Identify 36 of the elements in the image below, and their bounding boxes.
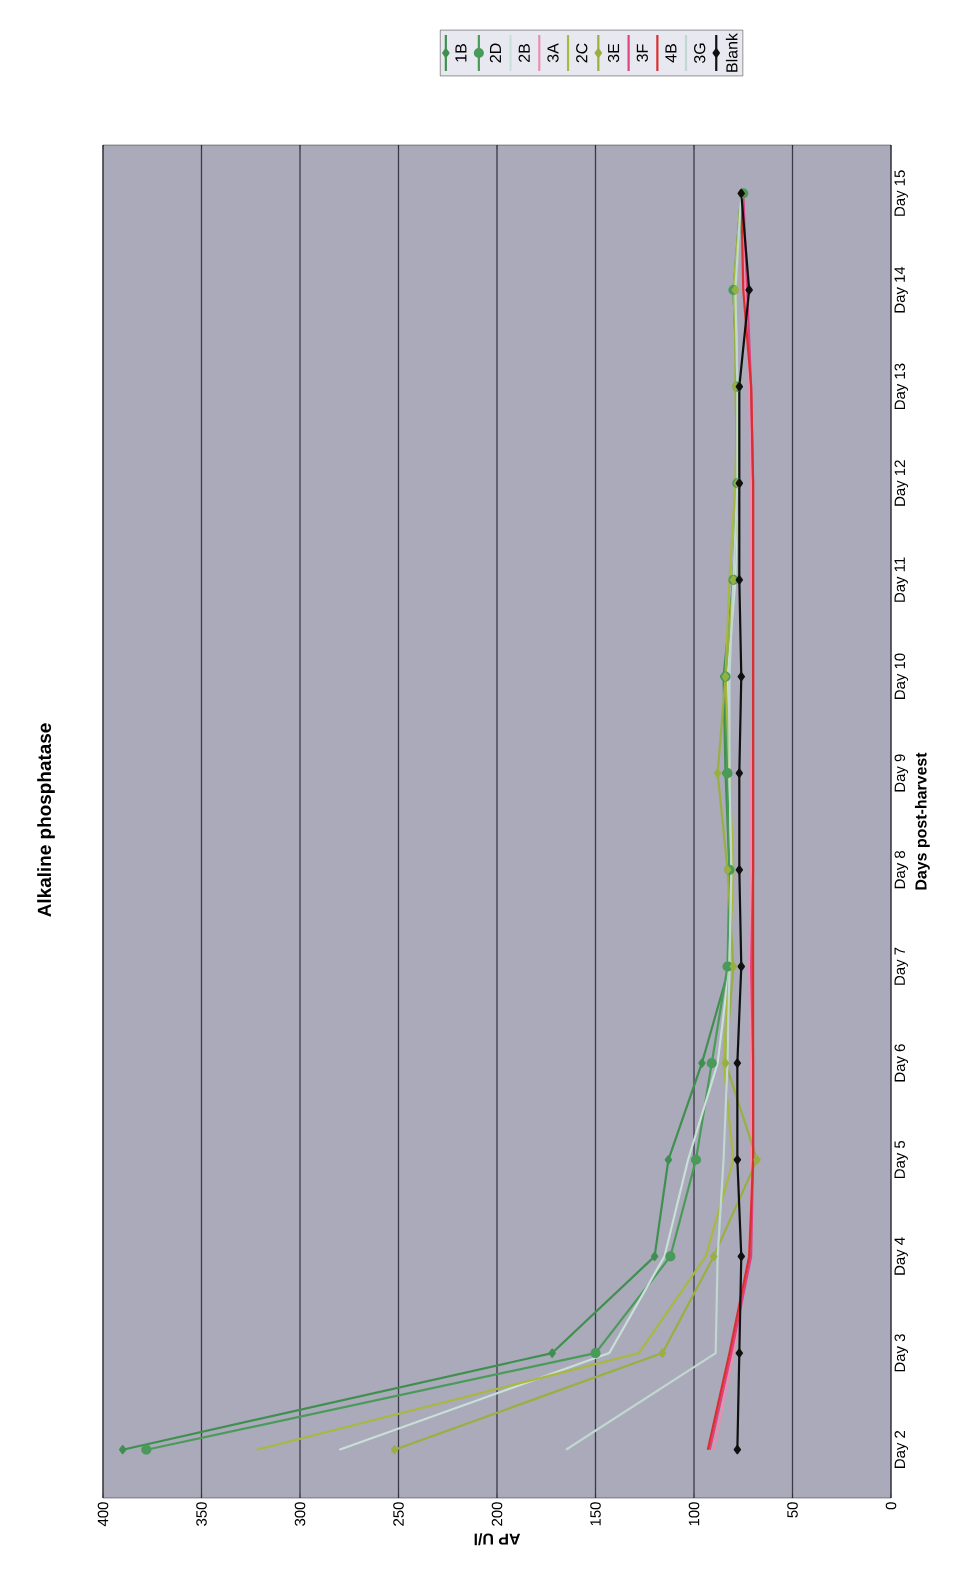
- x-tick-label: 250: [393, 1502, 404, 1526]
- legend-label: 2C: [576, 43, 588, 63]
- legend-label: 3A: [547, 43, 559, 63]
- y-tick-label: Day 5: [894, 1140, 908, 1179]
- legend-label: 2D: [489, 43, 501, 63]
- x-tick-label: 300: [294, 1502, 306, 1526]
- y-tick-label: Day 11: [894, 557, 908, 602]
- legend-label: 3E: [607, 43, 620, 63]
- y-tick-label: Day 8: [894, 850, 909, 889]
- y-tick-label: Day 10: [894, 653, 909, 700]
- x-tick-label: 100: [688, 1502, 700, 1526]
- text: Alkaline phosphatase: [37, 723, 55, 917]
- y-tick-label: Day 6: [894, 1044, 909, 1082]
- legend-label: Blank: [725, 33, 738, 72]
- legend-label: 3F: [636, 44, 648, 62]
- legend-label: 3G: [694, 43, 706, 64]
- legend-label: 4B: [665, 44, 677, 63]
- y-tick-label: Day 15: [894, 170, 908, 216]
- y-tick-label: Day 13: [894, 363, 909, 410]
- legend-label: 1B: [455, 44, 467, 62]
- y-axis-title: Days post-harvest: [914, 752, 930, 890]
- y-tick-label: Day 3: [894, 1334, 909, 1372]
- x-tick-label: 350: [196, 1502, 207, 1526]
- y-tick-label: Day 4: [894, 1237, 908, 1275]
- legend-label: 2B: [518, 44, 530, 62]
- y-tick-label: Day 2: [894, 1430, 909, 1469]
- y-tick-label: Day 9: [894, 754, 909, 792]
- x-tick-label: 400: [97, 1502, 109, 1527]
- x-tick-label: 0: [885, 1502, 897, 1510]
- y-tick-label: Day 7: [894, 947, 908, 985]
- x-tick-label: 150: [590, 1502, 601, 1526]
- x-axis-title: AP U/l: [474, 1533, 521, 1546]
- y-tick-label: Day 14: [894, 266, 908, 313]
- y-tick-label: Day 12: [894, 460, 909, 506]
- x-tick-label: 200: [491, 1502, 503, 1526]
- x-tick-label: 50: [787, 1502, 798, 1518]
